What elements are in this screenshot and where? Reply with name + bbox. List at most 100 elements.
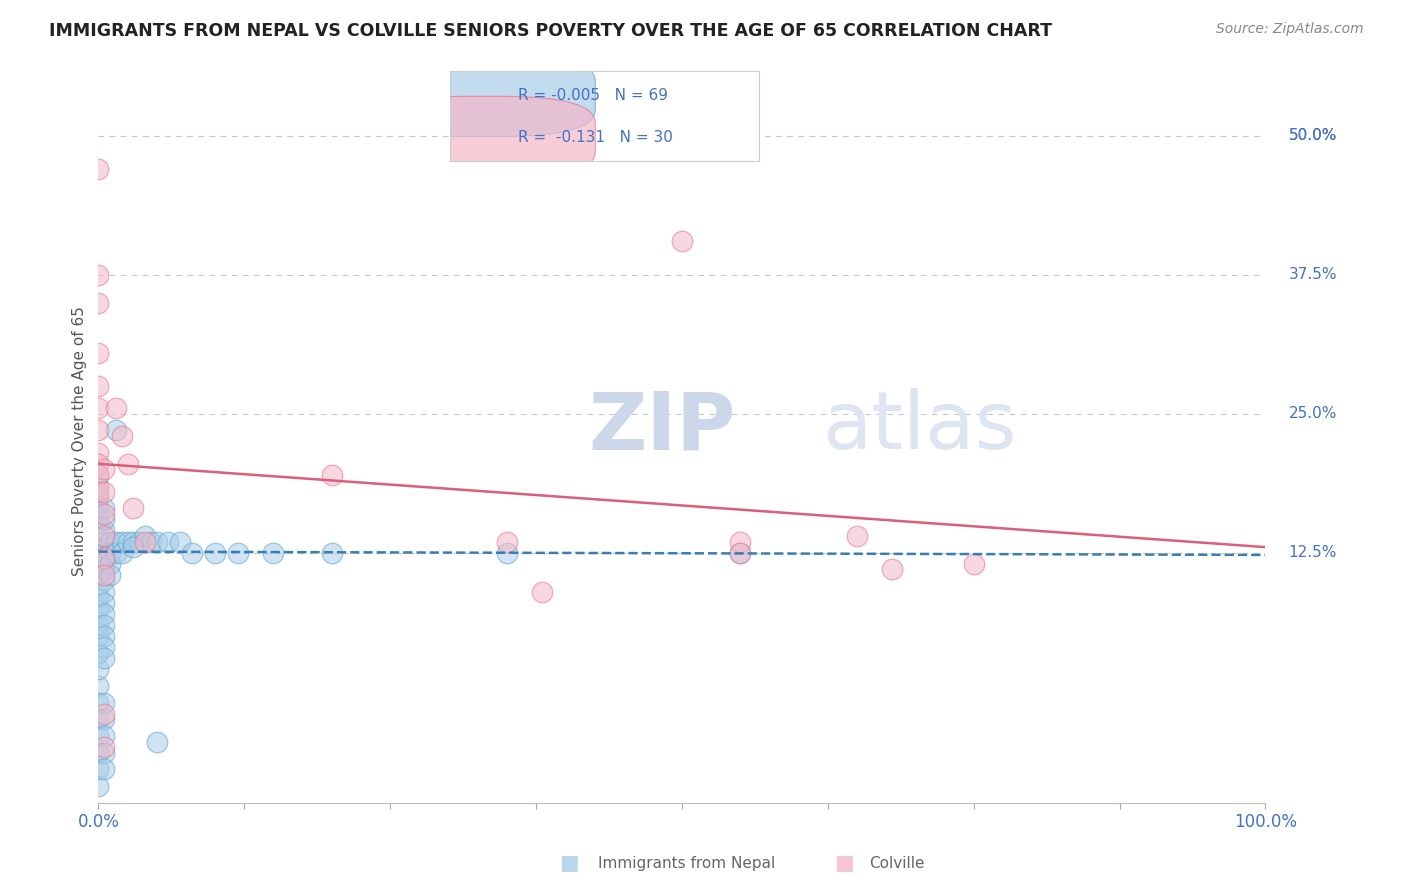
Point <box>730 546 752 560</box>
Point <box>87 557 110 571</box>
Point <box>98 557 121 571</box>
Point <box>104 546 127 560</box>
Point <box>93 640 115 655</box>
Point <box>262 546 284 560</box>
Point <box>134 534 156 549</box>
Point <box>87 579 110 593</box>
Point <box>169 534 191 549</box>
Point <box>228 546 250 560</box>
Point <box>93 607 115 621</box>
Point <box>93 618 115 632</box>
Point <box>962 557 984 571</box>
Point <box>93 629 115 643</box>
Point <box>530 584 553 599</box>
Point <box>87 713 110 727</box>
Point <box>93 562 115 576</box>
Point <box>87 746 110 760</box>
Point <box>87 479 110 493</box>
Point <box>180 546 202 560</box>
FancyBboxPatch shape <box>373 96 595 178</box>
Point <box>93 651 115 665</box>
Point <box>98 568 121 582</box>
Text: IMMIGRANTS FROM NEPAL VS COLVILLE SENIORS POVERTY OVER THE AGE OF 65 CORRELATION: IMMIGRANTS FROM NEPAL VS COLVILLE SENIOR… <box>49 22 1052 40</box>
Point <box>846 529 869 543</box>
Point <box>87 379 110 393</box>
Point <box>321 467 343 482</box>
Point <box>496 534 519 549</box>
Point <box>87 662 110 676</box>
Point <box>87 268 110 282</box>
Point <box>111 429 134 443</box>
Point <box>93 546 115 560</box>
Point <box>87 524 110 538</box>
Point <box>134 529 156 543</box>
Point <box>104 534 127 549</box>
Point <box>93 763 115 777</box>
Point <box>104 424 127 438</box>
Point <box>87 568 110 582</box>
Point <box>87 467 110 482</box>
Text: 50.0%: 50.0% <box>1289 128 1337 144</box>
Point <box>87 629 110 643</box>
Text: 25.0%: 25.0% <box>1289 406 1337 421</box>
Point <box>117 457 139 471</box>
Text: ■: ■ <box>560 854 579 873</box>
Text: 50.0%: 50.0% <box>1289 128 1337 144</box>
Point <box>93 529 115 543</box>
Point <box>87 162 110 177</box>
Point <box>496 546 519 560</box>
Point <box>93 551 115 566</box>
Point <box>93 729 115 743</box>
Point <box>87 546 110 560</box>
Point <box>730 546 752 560</box>
Text: R = -0.005   N = 69: R = -0.005 N = 69 <box>517 88 668 103</box>
Point <box>93 507 115 521</box>
Point <box>87 484 110 499</box>
Text: R =  -0.131   N = 30: R = -0.131 N = 30 <box>517 130 673 145</box>
Point <box>880 562 903 576</box>
Point <box>93 462 115 476</box>
Point <box>111 534 134 549</box>
Point <box>87 729 110 743</box>
Point <box>93 584 115 599</box>
Point <box>93 696 115 710</box>
Point <box>93 740 115 755</box>
Point <box>87 424 110 438</box>
Point <box>93 568 115 582</box>
Point <box>93 746 115 760</box>
Point <box>157 534 180 549</box>
Point <box>87 646 110 660</box>
Point <box>87 490 110 504</box>
Point <box>93 534 115 549</box>
Y-axis label: Seniors Poverty Over the Age of 65: Seniors Poverty Over the Age of 65 <box>72 307 87 576</box>
Point <box>87 295 110 310</box>
Point <box>111 546 134 560</box>
Point <box>93 484 115 499</box>
Point <box>146 734 169 748</box>
Point <box>87 601 110 615</box>
Point <box>87 512 110 526</box>
Text: Source: ZipAtlas.com: Source: ZipAtlas.com <box>1216 22 1364 37</box>
Point <box>93 524 115 538</box>
Point <box>87 457 110 471</box>
Text: 37.5%: 37.5% <box>1289 268 1337 282</box>
Point <box>87 467 110 482</box>
Point <box>87 779 110 793</box>
Point <box>93 596 115 610</box>
Point <box>87 401 110 416</box>
Point <box>87 345 110 359</box>
Point <box>93 551 115 566</box>
Point <box>93 574 115 588</box>
Point <box>122 534 145 549</box>
Text: Immigrants from Nepal: Immigrants from Nepal <box>598 856 775 871</box>
Point <box>87 445 110 459</box>
Point <box>730 534 752 549</box>
Point <box>204 546 226 560</box>
Point <box>93 512 115 526</box>
Point <box>139 534 162 549</box>
Point <box>87 763 110 777</box>
Point <box>87 679 110 693</box>
Point <box>87 501 110 516</box>
Point <box>146 534 169 549</box>
FancyBboxPatch shape <box>373 54 595 136</box>
